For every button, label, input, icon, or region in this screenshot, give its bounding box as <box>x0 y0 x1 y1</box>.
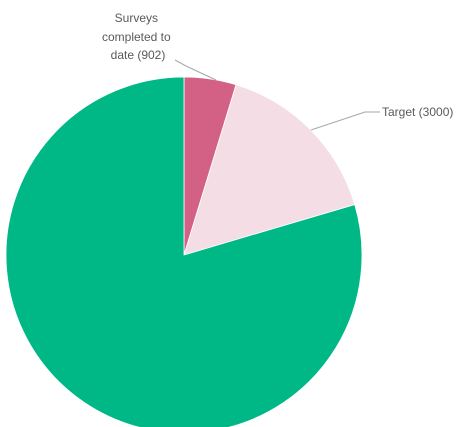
pie-slices <box>6 77 362 427</box>
leader-line-target <box>311 112 380 130</box>
data-label-surveys: Surveys completed to date (902) <box>102 11 174 62</box>
data-label-target: Target (3000) <box>382 105 453 119</box>
